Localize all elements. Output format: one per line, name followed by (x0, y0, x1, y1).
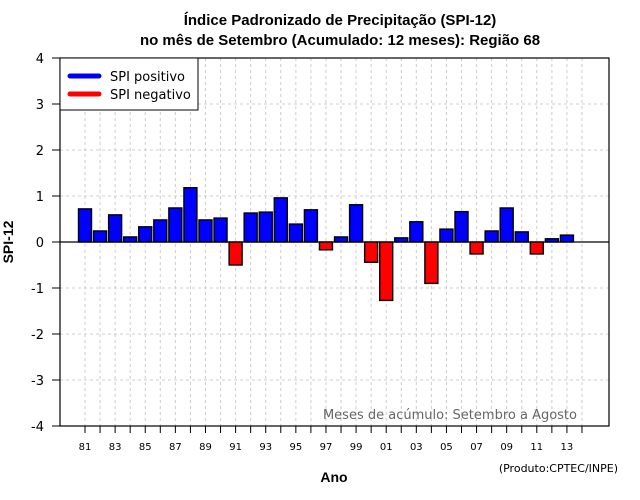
bar-00 (363, 241, 379, 263)
x-tick-label: 85 (139, 442, 152, 453)
bar-10 (514, 231, 529, 243)
accumulation-note: Meses de acúmulo: Setembro a Agosto (323, 408, 577, 423)
bar-96 (303, 209, 319, 243)
x-tick-label: 11 (530, 442, 543, 453)
x-tick-label: 13 (561, 442, 574, 453)
y-tick-label: -2 (31, 328, 44, 343)
bar-90 (213, 217, 228, 243)
bar-97 (318, 241, 334, 251)
legend-box (59, 57, 199, 111)
x-tick-label: 83 (109, 442, 122, 453)
bar-91 (228, 241, 243, 266)
bar-86 (153, 219, 168, 243)
product-credit: (Produto:CPTEC/INPE) (499, 462, 618, 475)
x-tick-label: 99 (350, 442, 363, 453)
x-tick-label: 07 (470, 442, 483, 453)
bar-06 (454, 210, 469, 243)
bar-11 (529, 241, 544, 255)
bar-02 (394, 237, 409, 243)
bar-04 (424, 241, 439, 285)
bar-95 (288, 223, 304, 243)
x-tick-label: 87 (169, 442, 182, 453)
bar-93 (258, 211, 273, 243)
bar-05 (439, 228, 454, 243)
bar-83 (107, 214, 123, 243)
chart-subtitle: no mês de Setembro (Acumulado: 12 meses)… (140, 32, 540, 49)
y-tick-label: -1 (31, 282, 44, 297)
x-axis: 81 83 85 87 89 91 93 95 97 99 01 03 05 07 09 11 13 (79, 426, 583, 453)
bar-94 (273, 197, 288, 243)
bar-01 (379, 241, 394, 302)
chart-title: Índice Padronizado de Precipitação (SPI-… (184, 12, 497, 29)
bar-81 (77, 208, 93, 243)
y-tick-label: 0 (36, 236, 44, 251)
y-tick-label: 2 (36, 144, 44, 159)
y-tick-label: -3 (31, 374, 44, 389)
bar-85 (138, 226, 153, 243)
y-axis-label: SPI-12 (0, 220, 16, 263)
bar-08 (484, 230, 499, 243)
x-tick-label: 03 (410, 442, 423, 453)
bar-07 (469, 241, 484, 255)
bar-82 (92, 230, 108, 243)
bar-13 (559, 234, 575, 243)
bar-03 (409, 221, 424, 243)
y-tick-label: 4 (36, 52, 44, 67)
y-tick-label: 1 (36, 190, 44, 205)
bar-09 (499, 207, 514, 243)
x-axis-label: Ano (320, 469, 347, 485)
bar-88 (183, 187, 198, 243)
bar-84 (122, 236, 138, 243)
bar-87 (168, 207, 183, 243)
x-tick-label: 89 (199, 442, 212, 453)
x-tick-label: 81 (79, 442, 92, 453)
legend: SPI positivo SPI negativo (59, 57, 199, 111)
legend-label-negative: SPI negativo (110, 88, 191, 103)
y-axis: 4 3 2 1 0 -1 -2 -3 -4 (31, 52, 60, 435)
bar-98 (333, 236, 349, 243)
x-tick-label: 91 (229, 442, 242, 453)
legend-label-positive: SPI positivo (110, 70, 185, 85)
x-tick-label: 01 (380, 442, 393, 453)
bar-99 (348, 204, 364, 243)
x-tick-label: 97 (320, 442, 333, 453)
bars (77, 187, 575, 302)
y-tick-label: -4 (31, 420, 44, 435)
x-tick-label: 95 (289, 442, 302, 453)
bar-89 (198, 219, 213, 243)
x-tick-label: 09 (500, 442, 513, 453)
x-tick-label: 93 (259, 442, 272, 453)
y-tick-label: 3 (36, 98, 44, 113)
x-tick-label: 05 (440, 442, 453, 453)
bar-92 (243, 212, 258, 243)
